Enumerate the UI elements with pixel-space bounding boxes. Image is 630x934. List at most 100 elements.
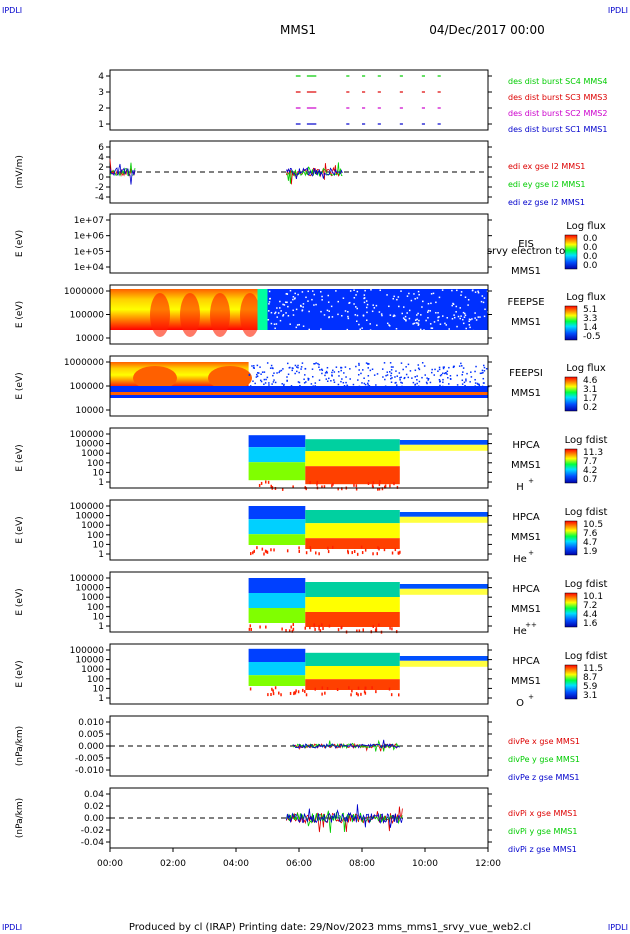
spectrogram-speckle: [346, 385, 349, 388]
spectrogram-speckle: [438, 316, 440, 318]
spectrogram-speckle: [291, 629, 294, 633]
spectrogram-speckle: [341, 314, 343, 317]
y-tick-label: 0.005: [78, 730, 104, 740]
spectrogram-speckle: [435, 301, 437, 304]
spectrogram-speckle: [442, 385, 444, 388]
spectrogram-speckle: [324, 691, 326, 695]
spectrogram-speckle: [347, 311, 349, 313]
spectrogram-speckle: [481, 369, 484, 372]
spectrogram-feature: [150, 293, 170, 337]
spectrogram-speckle: [321, 369, 324, 372]
legend-entry: divPi z gse MMS1: [508, 845, 577, 854]
spectrogram-speckle: [429, 323, 432, 325]
spectrogram-speckle: [252, 380, 254, 382]
spectrogram-speckle: [459, 317, 462, 320]
spectrogram-speckle: [256, 372, 259, 374]
spectrogram-speckle: [395, 327, 398, 330]
spectrogram-band: [248, 662, 306, 676]
spectrogram-speckle: [286, 301, 288, 304]
spectrogram-speckle: [355, 692, 358, 696]
y-tick-label: 1000: [81, 593, 104, 603]
y-tick-label: 1000: [81, 665, 104, 675]
spectrogram-speckle: [470, 371, 472, 373]
spectrogram-band: [305, 582, 400, 597]
spectrogram-speckle: [337, 300, 339, 303]
spectrogram-speckle: [482, 301, 485, 304]
y-tick-label: 10000: [75, 440, 104, 450]
spectrogram-speckle: [383, 362, 386, 364]
y-tick-label: 10000: [75, 656, 104, 666]
spectrogram-speckle: [417, 312, 419, 315]
spectrogram-speckle: [259, 379, 262, 382]
y-tick-label: -0.010: [75, 766, 104, 776]
spectrogram-band: [248, 675, 306, 686]
spectrogram-speckle: [356, 629, 358, 633]
spectrogram-speckle: [449, 378, 452, 380]
spectrogram-speckle: [263, 378, 266, 381]
spectrogram-speckle: [404, 315, 407, 318]
spectrogram-speckle: [358, 629, 361, 633]
species-label: He: [513, 626, 527, 637]
spectrogram-speckle: [347, 551, 350, 555]
spectrogram-speckle: [483, 297, 486, 299]
spectrogram-speckle: [297, 690, 300, 694]
spectrogram-band: [399, 444, 488, 451]
y-tick-label: 0.000: [78, 742, 104, 752]
spectrogram-speckle: [292, 309, 294, 312]
spectrogram-speckle: [333, 379, 335, 381]
spectrogram-speckle: [439, 374, 442, 377]
spectrogram-speckle: [423, 365, 426, 367]
spectrogram-speckle: [271, 687, 273, 691]
footer-caption: Produced by cl (IRAP) Printing date: 29/…: [129, 922, 531, 933]
spectrogram-speckle: [453, 316, 456, 319]
y-axis-label: E (eV): [15, 588, 25, 615]
spectrogram-speckle: [356, 307, 358, 310]
spectrogram-band: [248, 462, 306, 481]
spectrogram-speckle: [396, 298, 398, 301]
y-tick-label: 100000: [70, 574, 105, 584]
spectrogram-speckle: [462, 318, 464, 321]
spectrogram-speckle: [378, 623, 380, 627]
spectrogram-speckle: [442, 367, 445, 370]
spectrogram-speckle: [439, 384, 441, 387]
x-tick-label: 12:00: [475, 859, 501, 869]
spectrogram-speckle: [337, 383, 340, 386]
spectrogram-speckle: [398, 372, 401, 374]
spectrogram-speckle: [253, 365, 255, 367]
spectrogram-speckle: [295, 689, 297, 693]
x-tick-label: 04:00: [223, 859, 249, 869]
legend-entry: divPi x gse MMS1: [508, 809, 577, 818]
spectrogram-speckle: [438, 379, 441, 381]
colorbar-tick: 10.5: [583, 520, 603, 530]
spectrogram-speckle: [356, 314, 359, 317]
spectrogram-speckle: [309, 481, 311, 485]
colorbar-tick: 0.0: [583, 252, 598, 262]
spectrogram-speckle: [330, 305, 333, 308]
spectrogram-speckle: [445, 324, 448, 326]
colorbar: [564, 448, 578, 484]
spectrogram-speckle: [403, 377, 405, 380]
spectrogram-speckle: [294, 364, 297, 367]
spectrogram-speckle: [318, 379, 321, 381]
spectrogram-speckle: [403, 306, 405, 308]
spectrogram-speckle: [449, 375, 452, 377]
spectrogram-speckle: [272, 689, 274, 693]
spectrogram-speckle: [438, 368, 441, 371]
spectrogram-speckle: [393, 315, 396, 317]
spectrogram-speckle: [273, 323, 276, 325]
spectrogram-speckle: [340, 380, 342, 383]
spectrogram-speckle: [406, 295, 409, 297]
spectrogram-speckle: [372, 304, 374, 306]
legend-entry: divPi y gse MMS1: [508, 827, 577, 836]
spectrogram-speckle: [369, 369, 372, 372]
y-axis-label: E (eV): [15, 230, 25, 257]
spectrogram-speckle: [274, 381, 277, 384]
spectrogram-speckle: [470, 376, 473, 378]
spectrogram-speckle: [345, 381, 347, 384]
spectrogram-speckle: [462, 371, 464, 373]
spectrogram-speckle: [290, 301, 292, 304]
colorbar-tick: 7.2: [583, 601, 597, 611]
spectrogram-speckle: [351, 551, 353, 555]
spectrogram-speckle: [337, 371, 340, 373]
spectrogram-speckle: [364, 289, 366, 292]
